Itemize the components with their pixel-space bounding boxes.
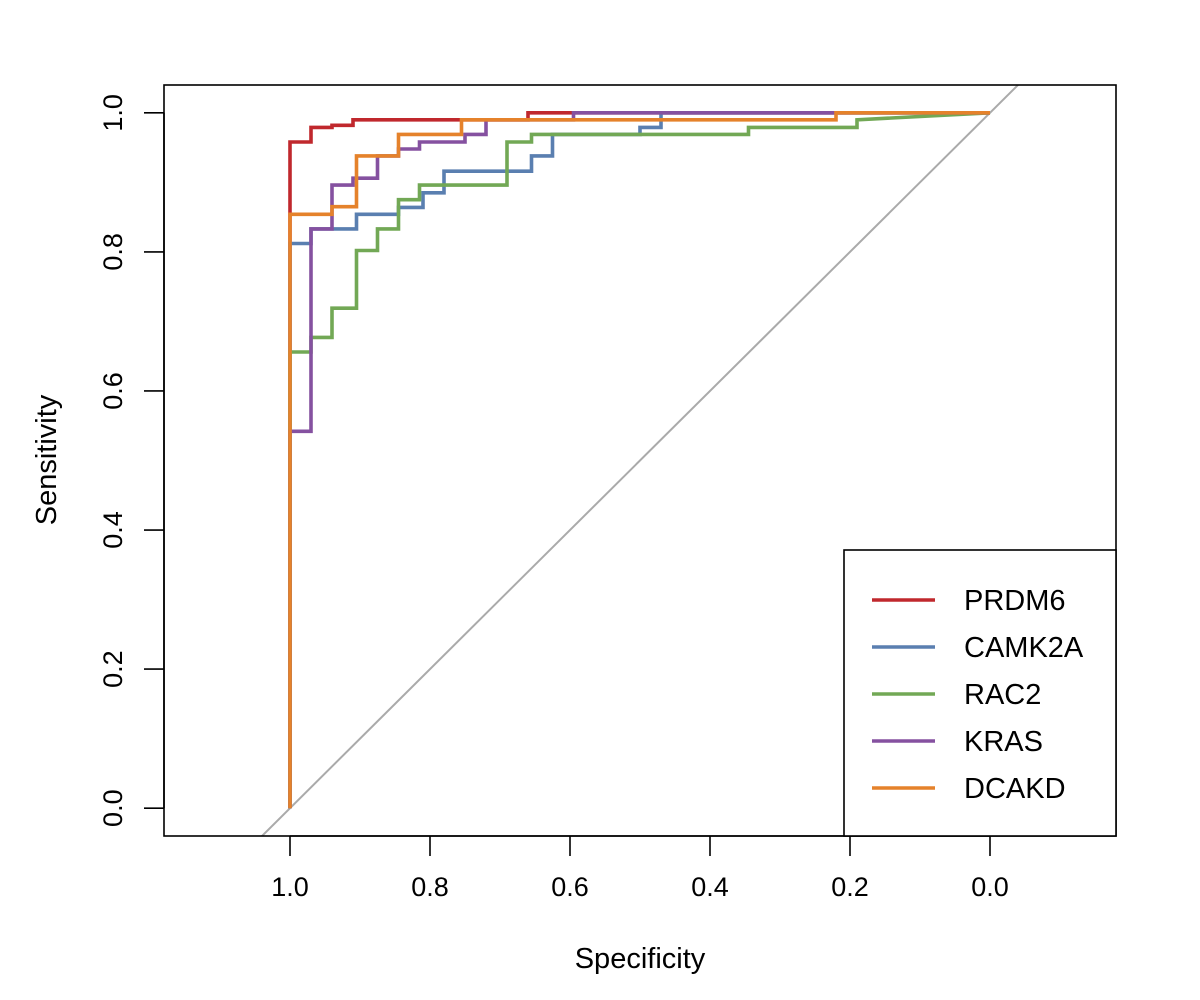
y-tick-label: 0.2: [98, 650, 128, 688]
legend-label-dcakd: DCAKD: [964, 773, 1066, 805]
x-tick-label: 0.0: [971, 872, 1009, 902]
series-line-dcakd: [288, 111, 990, 809]
legend-label-rac2: RAC2: [964, 679, 1041, 711]
series-line-rac2: [288, 111, 991, 809]
y-axis-title: Sensitivity: [31, 394, 63, 525]
x-axis-title: Specificity: [575, 943, 706, 975]
y-tick-label: 1.0: [98, 94, 128, 132]
plot-area: [163, 84, 1117, 837]
y-tick-label: 0.8: [98, 233, 128, 271]
y-tick-label: 0.0: [98, 789, 128, 827]
legend-label-camk2a: CAMK2A: [964, 632, 1084, 664]
legend-label-prdm6: PRDM6: [964, 585, 1066, 617]
y-axis: 0.0 0.2 0.4 0.6 0.8 1.0: [98, 94, 165, 827]
reference-diagonal-line: [260, 85, 1020, 836]
x-tick-label: 0.6: [551, 872, 589, 902]
y-tick-label: 0.6: [98, 372, 128, 410]
series-line-prdm6: [288, 111, 990, 809]
x-tick-label: 0.2: [831, 872, 869, 902]
x-tick-label: 1.0: [271, 872, 309, 902]
x-axis: 1.0 0.8 0.6 0.4 0.2 0.0: [271, 835, 1009, 902]
legend: PRDM6 CAMK2A RAC2 KRAS DCAKD: [843, 549, 1117, 837]
y-tick-label: 0.4: [98, 511, 128, 549]
legend-label-kras: KRAS: [964, 726, 1043, 758]
x-tick-label: 0.4: [691, 872, 729, 902]
x-tick-label: 0.8: [411, 872, 449, 902]
